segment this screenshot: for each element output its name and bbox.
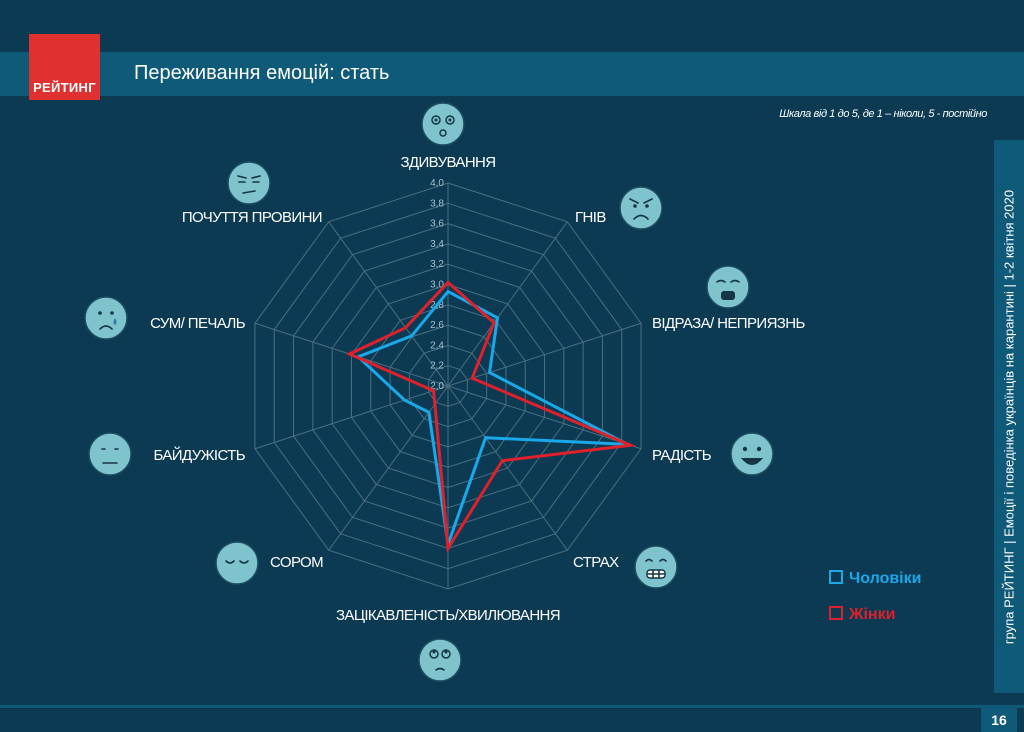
tick-label: 3,0 bbox=[430, 280, 444, 291]
radar-grid bbox=[254, 182, 642, 590]
legend-swatch-women bbox=[829, 606, 843, 620]
category-label: БАЙДУЖІСТЬ bbox=[153, 446, 245, 464]
series-line-women bbox=[345, 280, 637, 554]
radar-series bbox=[345, 280, 637, 554]
grid-spoke bbox=[447, 322, 642, 387]
tick-label: 2,4 bbox=[430, 340, 444, 351]
logo-text: РЕЙТИНГ bbox=[33, 80, 96, 95]
radar-tick-labels: 2,02,22,42,62,83,03,23,43,63,84,0 bbox=[430, 178, 444, 392]
happy-face-icon bbox=[730, 432, 774, 476]
tick-label: 3,2 bbox=[430, 259, 444, 270]
category-label: ВІДРАЗА/ НЕПРИЯЗНЬ bbox=[652, 315, 805, 332]
legend-item-women: Жінки bbox=[829, 606, 895, 624]
rating-logo: РЕЙТИНГ bbox=[29, 34, 100, 100]
legend-item-men: Чоловіки bbox=[829, 570, 921, 588]
tick-label: 4,0 bbox=[430, 178, 444, 189]
guilty-face-icon bbox=[227, 161, 271, 205]
angry-face-icon bbox=[619, 186, 663, 230]
tick-label: 3,6 bbox=[430, 219, 444, 230]
category-label: СТРАХ bbox=[573, 554, 619, 571]
indifferent-face-icon bbox=[88, 432, 132, 476]
grid-spoke bbox=[447, 385, 568, 551]
category-label: ЗАЦІКАВЛЕНІСТЬ/ХВИЛЮВАННЯ bbox=[336, 607, 560, 624]
category-label: ЗДИВУВАННЯ bbox=[400, 154, 495, 171]
category-label: ПОЧУТТЯ ПРОВИНИ bbox=[182, 209, 322, 226]
tick-label: 2,6 bbox=[430, 320, 444, 331]
side-strip bbox=[994, 140, 1024, 693]
surprised-face-icon bbox=[421, 102, 465, 146]
grid-spoke bbox=[328, 221, 449, 387]
category-label: СОРОМ bbox=[270, 554, 323, 571]
tick-label: 2,2 bbox=[430, 361, 444, 372]
radar-category-icons bbox=[84, 102, 774, 682]
radar-category-labels: ЗДИВУВАННЯ ГНІВ ВІДРАЗА/ НЕПРИЯЗНЬ РАДІСТЬ С… bbox=[150, 154, 806, 624]
curious-face-icon bbox=[418, 638, 462, 682]
legend-label-women: Жінки bbox=[849, 606, 896, 623]
tick-label: 2,0 bbox=[430, 381, 444, 392]
side-caption: група РЕЙТИНГ | Емоції і поведінка украї… bbox=[1001, 189, 1017, 645]
grid-spoke bbox=[254, 385, 449, 450]
footer-line bbox=[0, 705, 1024, 708]
disgusted-face-icon bbox=[706, 265, 750, 309]
legend-label-men: Чоловіки bbox=[849, 570, 922, 587]
grid-spoke bbox=[447, 385, 642, 450]
legend-swatch-men bbox=[829, 570, 843, 584]
tick-label: 3,4 bbox=[430, 239, 444, 250]
page-title: Переживання емоцій: стать bbox=[134, 62, 390, 84]
grid-spoke bbox=[447, 221, 568, 387]
category-label: ГНІВ bbox=[575, 209, 606, 226]
page-number: 16 bbox=[981, 708, 1017, 732]
category-label: СУМ/ ПЕЧАЛЬ bbox=[150, 315, 246, 332]
category-label: РАДІСТЬ bbox=[652, 447, 712, 464]
grid-spoke bbox=[328, 385, 449, 551]
scale-note: Шкала від 1 до 5, де 1 – ніколи, 5 - пос… bbox=[779, 108, 987, 120]
ashamed-face-icon bbox=[215, 541, 259, 585]
header-band bbox=[0, 52, 1024, 96]
tick-label: 3,8 bbox=[430, 198, 444, 209]
sad-face-icon bbox=[84, 296, 128, 340]
scared-face-icon bbox=[634, 545, 678, 589]
